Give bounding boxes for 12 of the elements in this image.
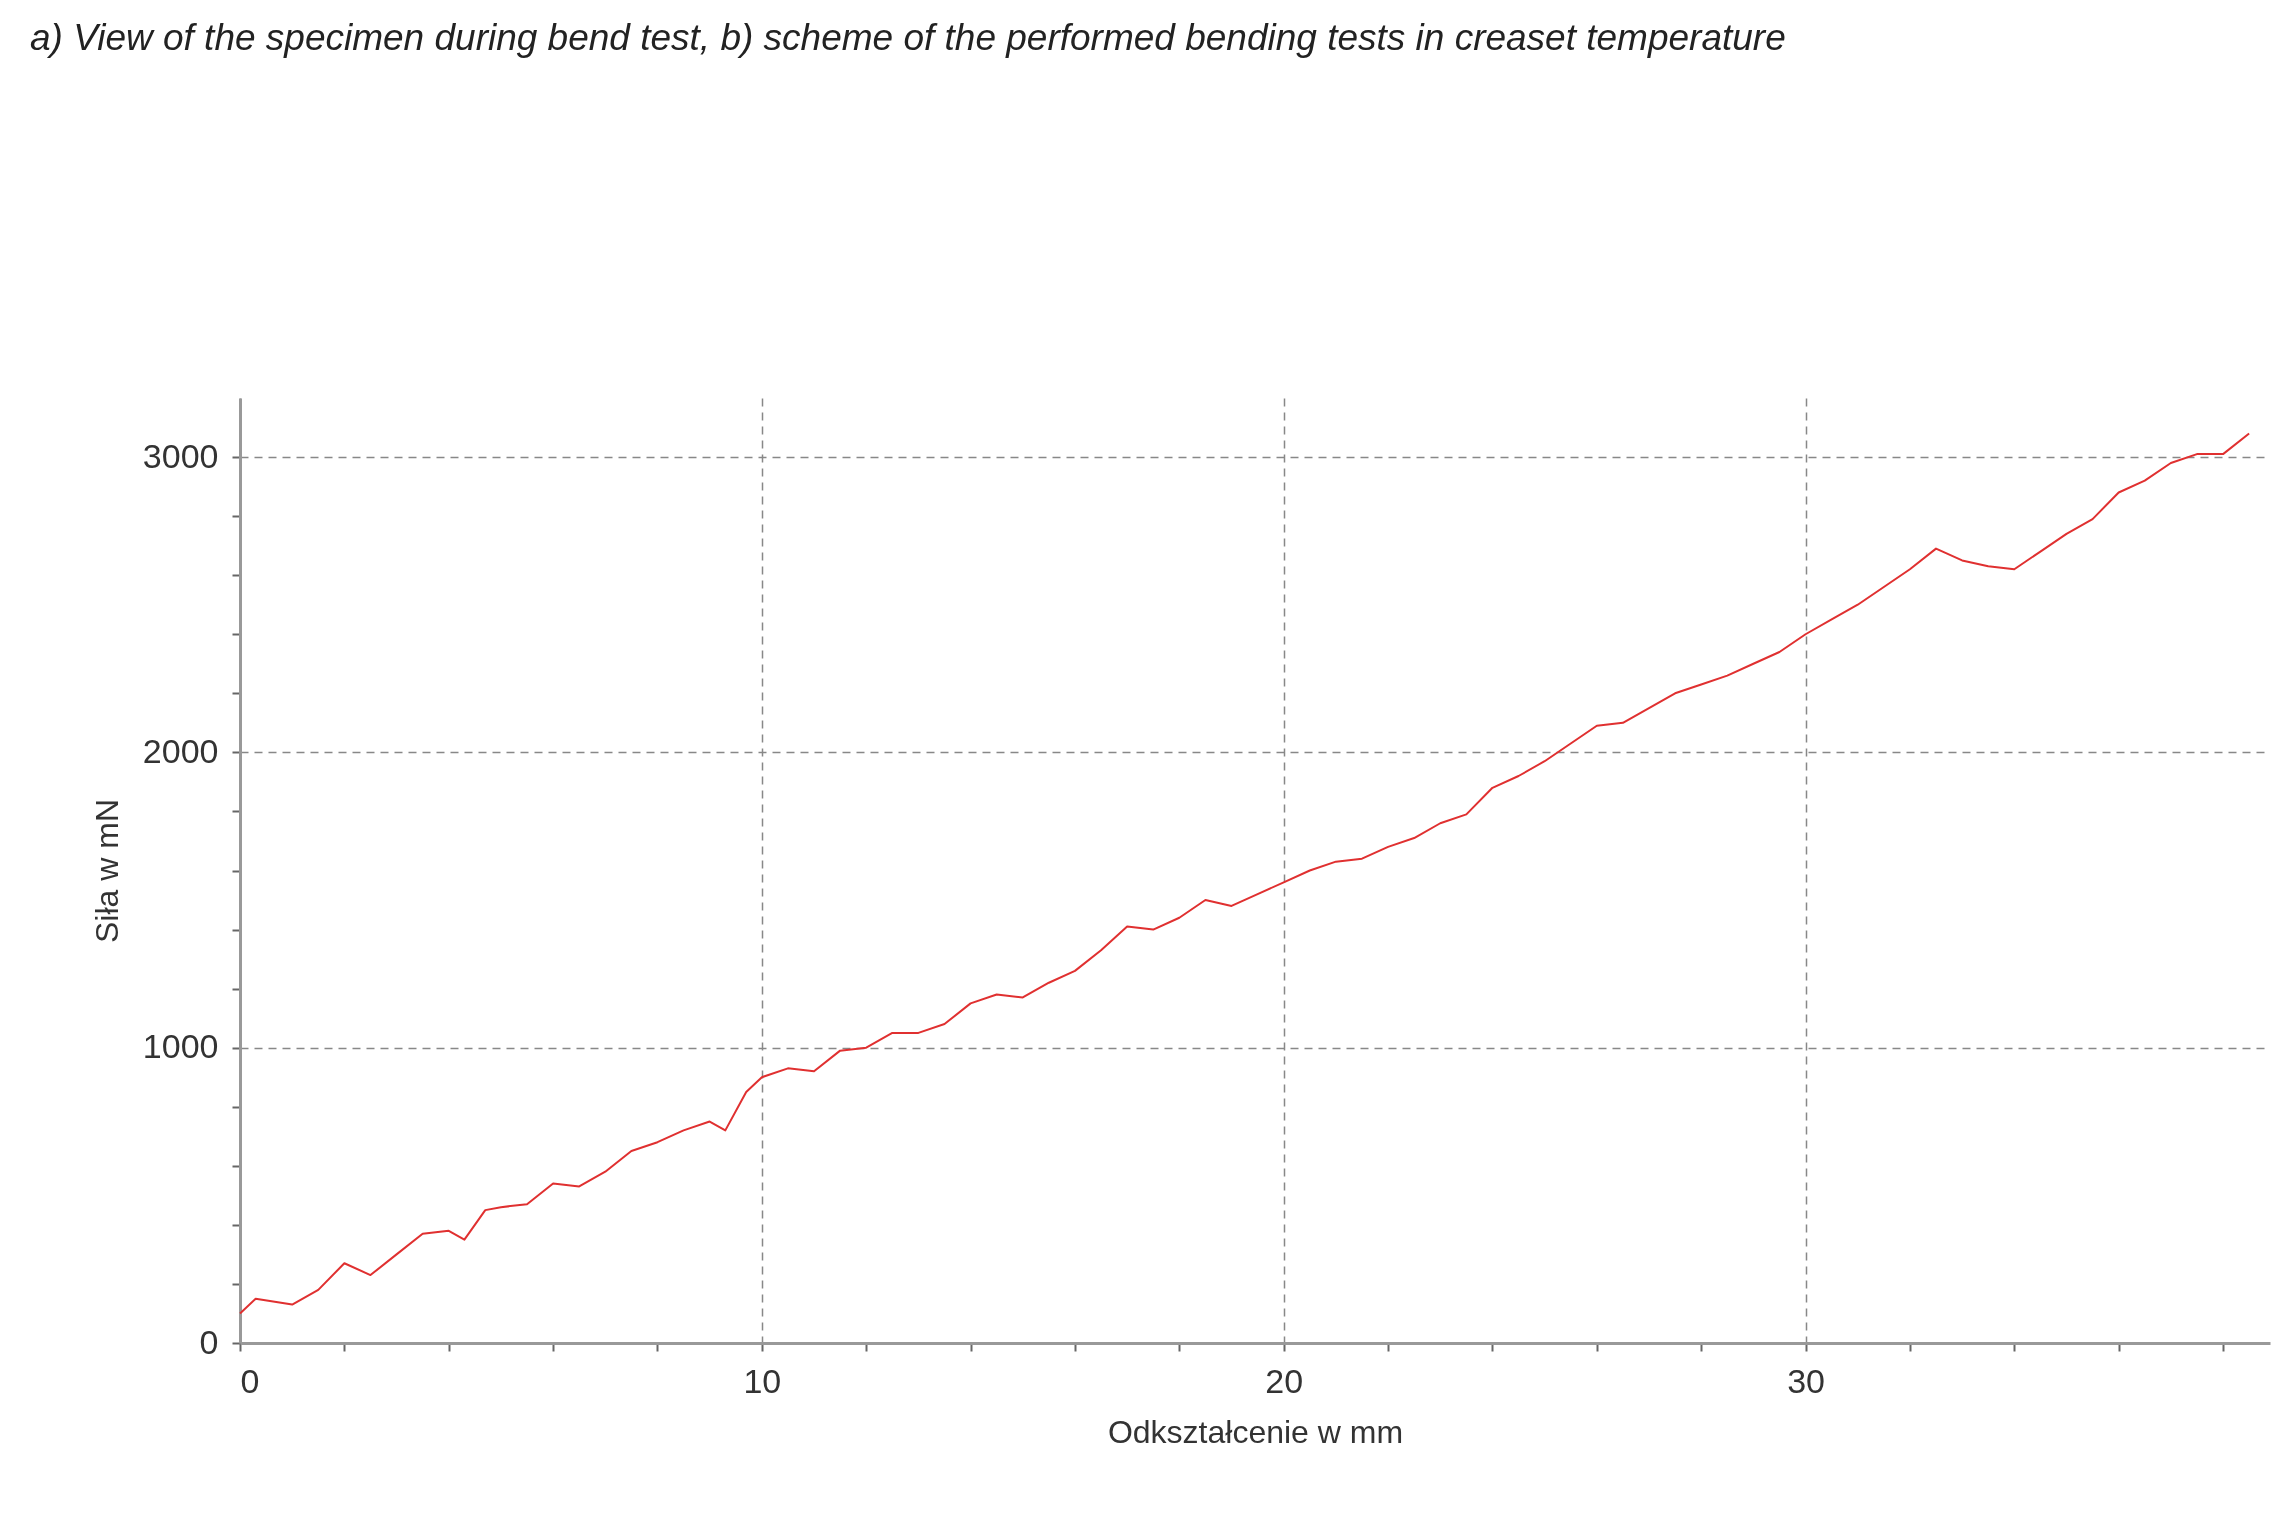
x-tick-label: 10 <box>743 1361 782 1400</box>
y-axis-title: Siła w mN <box>88 798 125 944</box>
x-axis-title: Odkształcenie w mm <box>1107 1413 1404 1450</box>
y-tick-label: 1000 <box>142 1027 219 1066</box>
x-tick-label: 0 <box>240 1361 260 1400</box>
y-tick-label: 0 <box>199 1322 219 1361</box>
y-tick-label: 2000 <box>142 731 219 770</box>
chart-title: a) View of the specimen during bend test, b) scheme of the performed bending tests in creaset temperature <box>30 17 1786 58</box>
x-tick-label: 30 <box>1787 1361 1825 1400</box>
y-tick-label: 3000 <box>142 436 219 475</box>
x-tick-label: 20 <box>1265 1361 1304 1400</box>
line-series <box>239 432 2251 1315</box>
